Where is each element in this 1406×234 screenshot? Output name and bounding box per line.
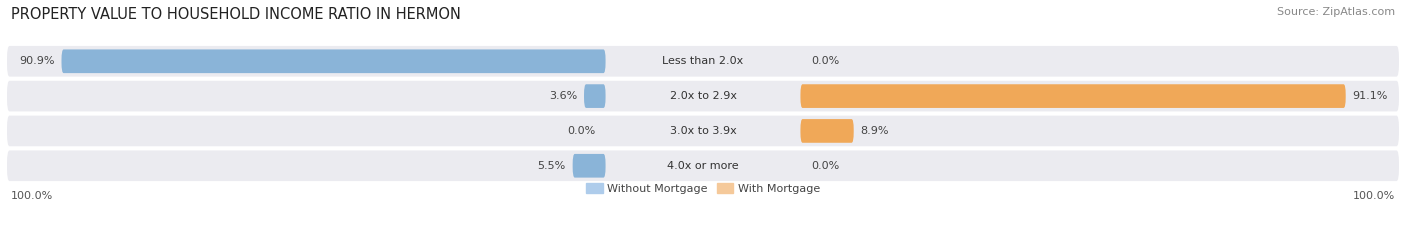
Text: Source: ZipAtlas.com: Source: ZipAtlas.com <box>1277 7 1395 17</box>
Text: 3.0x to 3.9x: 3.0x to 3.9x <box>669 126 737 136</box>
Text: 0.0%: 0.0% <box>567 126 595 136</box>
FancyBboxPatch shape <box>7 46 1399 77</box>
FancyBboxPatch shape <box>572 154 606 178</box>
FancyBboxPatch shape <box>800 84 1346 108</box>
Text: 0.0%: 0.0% <box>811 56 839 66</box>
Text: Less than 2.0x: Less than 2.0x <box>662 56 744 66</box>
FancyBboxPatch shape <box>7 116 1399 146</box>
FancyBboxPatch shape <box>7 81 1399 111</box>
Text: 4.0x or more: 4.0x or more <box>668 161 738 171</box>
Text: 100.0%: 100.0% <box>10 191 53 201</box>
Text: PROPERTY VALUE TO HOUSEHOLD INCOME RATIO IN HERMON: PROPERTY VALUE TO HOUSEHOLD INCOME RATIO… <box>11 7 461 22</box>
FancyBboxPatch shape <box>7 150 1399 181</box>
Legend: Without Mortgage, With Mortgage: Without Mortgage, With Mortgage <box>582 179 824 198</box>
Text: 0.0%: 0.0% <box>811 161 839 171</box>
FancyBboxPatch shape <box>800 119 853 143</box>
Text: 5.5%: 5.5% <box>537 161 565 171</box>
Text: 90.9%: 90.9% <box>20 56 55 66</box>
Text: 3.6%: 3.6% <box>548 91 576 101</box>
FancyBboxPatch shape <box>62 49 606 73</box>
Text: 8.9%: 8.9% <box>860 126 889 136</box>
FancyBboxPatch shape <box>583 84 606 108</box>
Text: 2.0x to 2.9x: 2.0x to 2.9x <box>669 91 737 101</box>
Text: 100.0%: 100.0% <box>1353 191 1396 201</box>
Text: 91.1%: 91.1% <box>1353 91 1388 101</box>
